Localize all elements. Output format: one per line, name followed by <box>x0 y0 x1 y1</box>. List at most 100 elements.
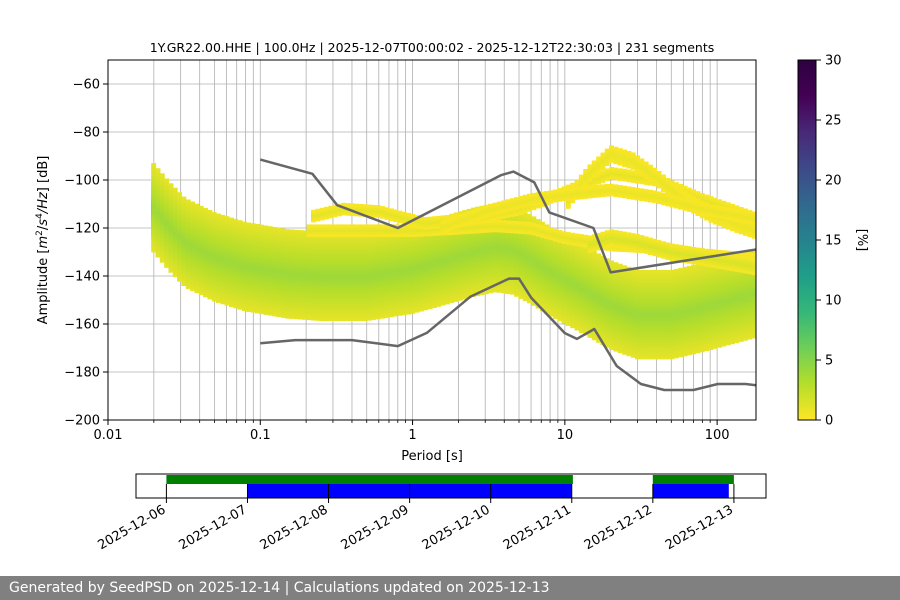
psd-cell <box>198 251 204 255</box>
psd-cell <box>190 237 195 241</box>
psd-cell <box>159 247 165 251</box>
psd-cell <box>194 210 200 214</box>
psd-cell <box>151 244 157 248</box>
psd-cell <box>203 255 208 259</box>
psd-cell <box>177 247 182 251</box>
psd-cell <box>198 210 204 214</box>
psd-cell <box>203 251 208 255</box>
psd-cell <box>172 221 178 225</box>
psd-cell <box>159 209 165 213</box>
psd-cell <box>190 261 195 265</box>
psd-cell <box>203 284 208 288</box>
psd-cell <box>177 276 182 280</box>
psd-cell <box>164 221 170 225</box>
psd-cell <box>155 218 161 222</box>
psd-cell <box>168 195 174 199</box>
psd-cell <box>185 281 191 285</box>
psd-cell <box>203 291 208 295</box>
psd-cell <box>155 204 161 208</box>
psd-cell <box>185 235 191 239</box>
psd-cell <box>181 261 187 265</box>
psd-cell <box>168 209 174 213</box>
psd-cell <box>159 250 165 254</box>
psd-cell <box>177 264 182 268</box>
psd-cell <box>151 194 157 198</box>
psd-cell <box>151 196 157 200</box>
psd-cell <box>185 206 191 210</box>
psd-cell <box>185 204 191 208</box>
psd-cell <box>194 263 200 267</box>
psd-cell <box>181 247 187 250</box>
psd-cell <box>181 237 187 241</box>
psd-cell <box>155 197 161 200</box>
psd-cell <box>181 239 187 243</box>
psd-cell <box>151 206 157 210</box>
psd-cell <box>168 197 174 201</box>
psd-cell <box>172 264 178 268</box>
psd-cell <box>164 195 170 199</box>
psd-cell <box>155 168 161 172</box>
psd-cell <box>177 197 182 200</box>
psd-cell <box>151 220 157 224</box>
psd-cell <box>168 260 174 264</box>
psd-cell <box>159 202 165 206</box>
psd-cell <box>198 258 204 262</box>
psd-cell <box>177 271 182 275</box>
psd-cell <box>177 261 182 265</box>
psd-cell <box>198 285 204 288</box>
psd-cell <box>159 175 165 179</box>
psd-cell <box>194 222 200 226</box>
psd-cell <box>190 204 195 207</box>
psd-cell <box>185 273 191 277</box>
psd-cell <box>172 206 178 210</box>
psd-cell <box>190 225 195 229</box>
psd-cell <box>159 214 165 218</box>
psd-cell <box>177 206 182 210</box>
psd-cell <box>159 182 165 186</box>
psd-cell <box>181 271 187 274</box>
psd-cell <box>164 226 170 230</box>
psd-cell <box>172 204 178 208</box>
psd-cell <box>155 206 161 210</box>
psd-cell <box>151 163 157 167</box>
psd-cell <box>194 249 200 253</box>
psd-cell <box>181 235 187 238</box>
psd-cell <box>155 192 161 196</box>
psd-cell <box>185 221 191 225</box>
psd-cell <box>194 261 200 265</box>
psd-cell <box>168 188 174 192</box>
psd-cell <box>151 218 157 222</box>
psd-cell <box>198 249 204 252</box>
psd-cell <box>155 177 161 181</box>
psd-cell <box>172 266 178 270</box>
psd-cell <box>203 241 208 245</box>
psd-cell <box>168 228 174 232</box>
psd-cell <box>155 173 161 176</box>
psd-cell <box>177 278 182 282</box>
psd-cell <box>185 233 191 237</box>
psd-cell <box>185 209 191 213</box>
psd-cell <box>190 244 195 248</box>
psd-cell <box>172 250 178 254</box>
psd-cell <box>203 287 208 291</box>
psd-cell <box>194 273 200 277</box>
psd-cell <box>190 268 195 272</box>
psd-cell <box>181 263 187 267</box>
psd-cell <box>194 290 200 294</box>
psd-cell <box>198 282 204 286</box>
psd-cell <box>159 240 165 244</box>
psd-cell <box>203 246 208 250</box>
psd-cell <box>151 247 157 251</box>
psd-cell <box>190 252 195 255</box>
psd-cell <box>177 269 182 272</box>
psd-cell <box>177 201 182 205</box>
psd-cell <box>151 232 157 236</box>
psd-cell <box>168 240 174 244</box>
psd-cell <box>198 287 204 291</box>
psd-cell <box>185 264 191 268</box>
psd-cell <box>168 190 174 194</box>
psd-cell <box>185 252 191 256</box>
psd-cell <box>151 201 157 205</box>
psd-cell <box>155 247 161 251</box>
